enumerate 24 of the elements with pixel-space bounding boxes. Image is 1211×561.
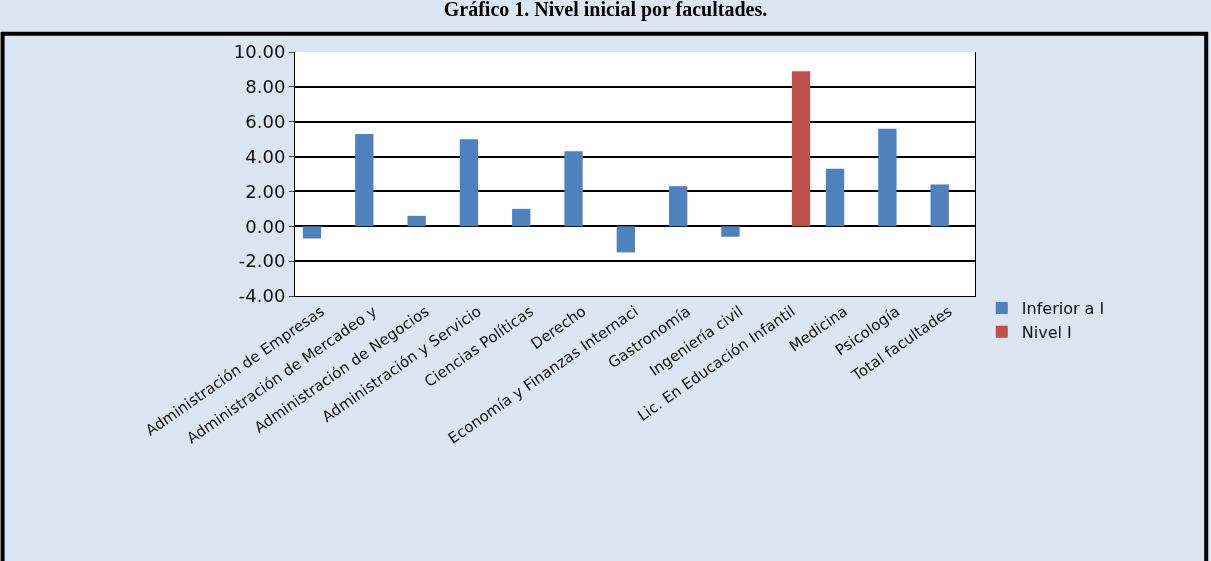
bar xyxy=(616,226,635,253)
bar xyxy=(825,168,845,227)
y-tick-label: -2.00 xyxy=(238,250,286,272)
y-tick-label: 8.00 xyxy=(245,76,286,98)
y-tick-label: 4.00 xyxy=(245,145,286,167)
bar xyxy=(512,208,531,227)
y-tick-label: 2.00 xyxy=(245,180,286,202)
bar xyxy=(407,215,426,227)
bar xyxy=(878,128,897,227)
bar xyxy=(721,226,740,237)
bar xyxy=(791,71,811,227)
bar xyxy=(459,139,479,227)
y-tick-label: 10.00 xyxy=(233,41,286,63)
y-tick-label: 6.00 xyxy=(245,111,286,133)
bar xyxy=(355,133,374,227)
legend-label: Nivel I xyxy=(1021,323,1072,343)
bar xyxy=(930,184,949,227)
bar xyxy=(669,186,688,227)
bar xyxy=(564,151,583,227)
chart-title: Gráfico 1. Nivel inicial por facultades. xyxy=(443,0,768,21)
bar xyxy=(302,226,322,239)
y-tick-label: 0.00 xyxy=(245,215,286,237)
y-tick-label: -4.00 xyxy=(238,285,286,307)
legend-label: Inferior a I xyxy=(1021,299,1105,319)
